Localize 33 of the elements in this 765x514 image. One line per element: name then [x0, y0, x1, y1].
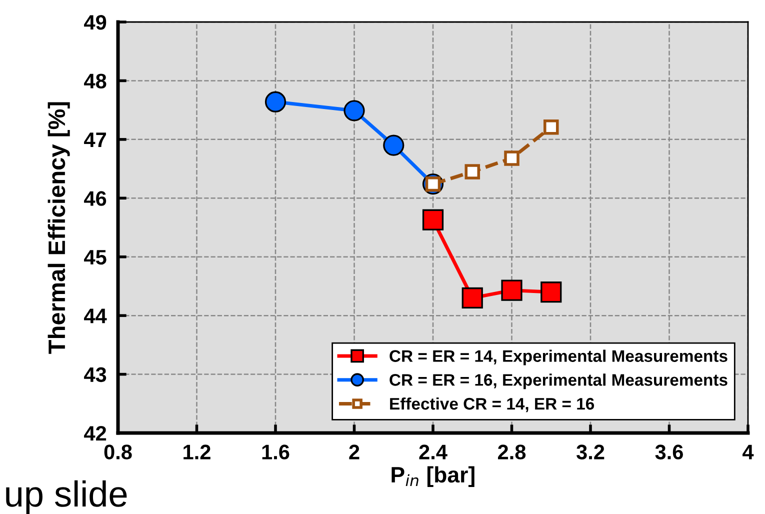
point [422, 209, 444, 230]
point [543, 119, 559, 135]
y-tick-label: 48 [84, 74, 106, 88]
x-tick-label: 2.4 [419, 444, 448, 460]
x-tick-label: 2.8 [498, 444, 526, 460]
y-tick-label: 42 [84, 426, 106, 441]
point [504, 150, 520, 166]
y-tick-label: 44 [84, 308, 107, 324]
x-tick-label: 0.8 [104, 444, 132, 460]
text: up slide [6, 480, 127, 514]
point [501, 280, 522, 301]
x-tick-label: 2 [349, 444, 360, 460]
point [464, 164, 480, 180]
x-axis-title: P$_{in}$ [bar] [392, 466, 474, 488]
x-tick-label: 3.2 [576, 444, 604, 460]
x-tick-label: 1.2 [184, 444, 210, 460]
point [383, 134, 404, 156]
legend-label: CR = ER = 16, Experimental Measurements [390, 374, 728, 390]
legend-label: CR = ER = 14, Experimental Measurements [390, 350, 728, 366]
point [462, 287, 483, 309]
point [344, 100, 365, 122]
x-tick-label: 1.6 [262, 444, 290, 460]
x-tick-label: 4 [742, 444, 754, 460]
y-tick-label: 46 [84, 191, 106, 206]
point [540, 282, 562, 303]
y-tick-label: 45 [84, 250, 106, 265]
y-tick-label: 49 [84, 15, 106, 30]
y-axis-title: Thermal Efficiency [%] [48, 102, 70, 354]
x-tick-label: 3.6 [655, 444, 683, 460]
y-tick-label: 47 [84, 132, 106, 147]
legend-label: Effective CR = 14, ER = 16 [390, 397, 594, 412]
y-tick-label: 43 [84, 367, 106, 382]
point [264, 91, 286, 112]
